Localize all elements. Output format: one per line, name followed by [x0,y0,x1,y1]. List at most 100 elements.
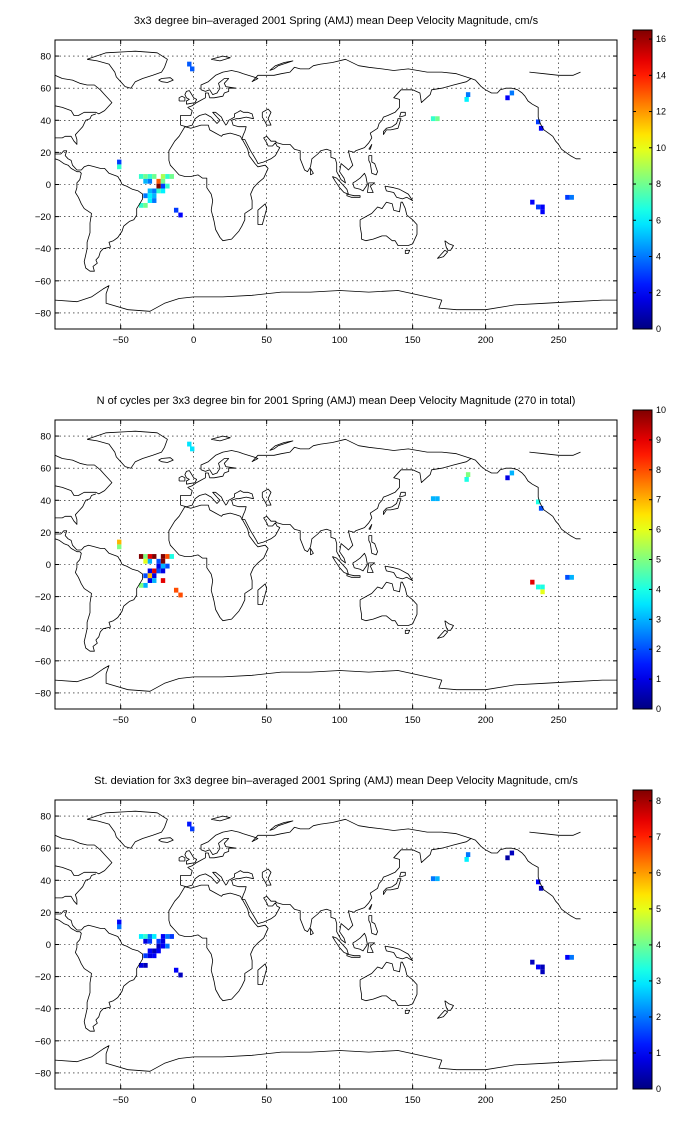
coastlines [55,430,617,692]
data-cell [464,476,469,482]
data-cell [160,938,166,944]
data-cell [165,934,170,939]
colorbar-tick-label: 4 [656,584,661,594]
y-tick-label: −20 [35,212,51,223]
data-cell [156,188,161,194]
coastline [257,963,268,986]
data-cell [509,470,515,476]
colorbar-tick-label: 8 [656,465,661,475]
data-cell [565,194,570,200]
data-cell [147,573,153,579]
x-tick-label: 50 [261,335,272,346]
data-cell [143,554,148,559]
data-cells [117,61,574,218]
x-tick-label: −50 [113,715,129,726]
coastline [55,910,144,1032]
data-cell [156,563,161,569]
coastline [352,932,368,952]
colorbar-tick-label: 7 [656,495,661,505]
data-cell [147,578,153,583]
coastline [352,552,368,572]
data-cell [143,202,148,208]
coastline [269,440,294,451]
coastline [437,249,449,259]
coastline [384,185,414,202]
coastline [368,143,373,150]
coastline [184,90,198,105]
data-cell [173,587,179,593]
data-cell [190,826,195,832]
colorbar-tick-label: 8 [656,796,661,806]
data-cell [143,558,148,564]
data-cell [143,938,148,944]
coastline [184,850,198,865]
colorbar-tick-label: 3 [656,976,661,986]
x-tick-label: 200 [478,335,494,346]
data-cell [535,964,541,970]
y-tick-label: 0 [46,940,51,951]
data-cell [143,193,148,199]
data-cell [152,193,157,199]
y-tick-label: −80 [35,688,51,699]
data-cell [160,934,166,939]
colorbar-tick-label: 1 [656,674,661,684]
coastline [269,820,294,831]
data-cell [509,850,515,856]
data-cell [156,178,161,184]
coastline [404,1009,411,1014]
coastline [269,60,294,71]
chart-title: N of cycles per 3x3 degree bin for 2001 … [97,395,576,407]
data-cell [147,193,153,199]
data-cell [117,159,122,165]
coastline [310,547,314,556]
coastline [346,193,361,198]
y-tick-label: 80 [40,812,51,823]
data-cell [143,934,148,939]
data-cell [160,554,166,559]
coastline [158,457,174,463]
colorbar-tick-label: 3 [656,614,661,624]
x-tick-label: 150 [405,335,421,346]
data-cell [430,876,436,882]
coastline [178,855,186,862]
coastline [55,74,113,116]
data-cell [178,592,183,598]
y-tick-label: −40 [35,1004,51,1015]
colorbar-tick-label: 10 [656,143,666,153]
y-tick-label: 40 [40,116,51,127]
data-cell [530,959,535,965]
coastline [470,458,581,540]
x-tick-label: 100 [332,715,348,726]
data-cell [505,475,510,481]
coastline [367,182,376,193]
x-tick-label: −50 [113,335,129,346]
coastline [178,475,186,482]
coastline [399,491,406,498]
data-cell [138,582,144,588]
coastline [55,493,97,525]
coastline [382,878,402,895]
coastline [444,1000,454,1011]
y-tick-label: −40 [35,244,51,255]
data-cell [169,554,174,559]
coastline [184,470,198,485]
data-cell [190,66,195,72]
data-cell [535,499,541,505]
coastline [180,438,472,564]
coastline [261,108,272,126]
data-cell [152,188,157,194]
coastline [55,113,97,145]
y-tick-label: 20 [40,528,51,539]
coastline [211,435,231,442]
y-tick-label: −60 [35,1036,51,1047]
coastline [261,868,272,886]
coastline [86,810,168,849]
colorbar-tick-label: 10 [656,405,666,415]
data-cell [465,92,471,97]
data-cell [160,188,166,194]
data-cell [464,96,469,102]
coastline [368,523,373,530]
data-cell [165,183,170,189]
data-cell [152,568,157,574]
coastline [404,249,411,254]
